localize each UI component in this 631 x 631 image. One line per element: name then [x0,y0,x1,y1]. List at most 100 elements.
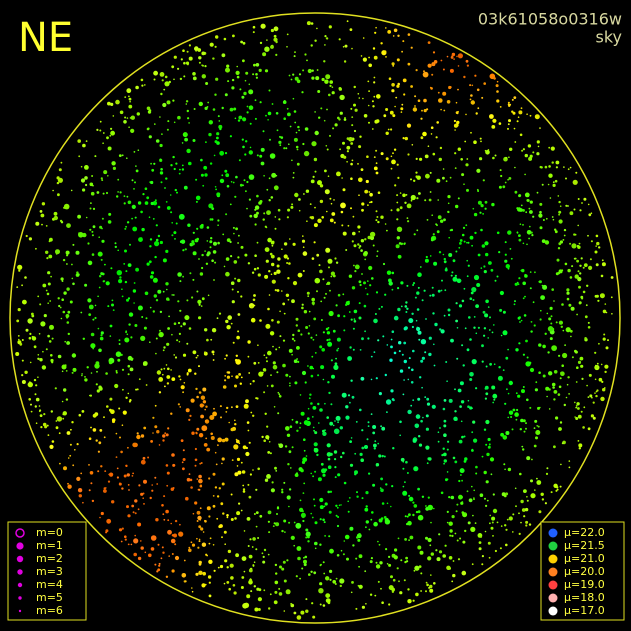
star [364,507,369,512]
star [327,381,330,384]
star [350,379,353,382]
star [358,230,361,233]
star [416,308,420,311]
star [100,331,104,335]
star [571,243,577,249]
star [510,257,513,260]
star [489,316,491,319]
star [402,78,407,83]
star [229,563,234,568]
star [234,419,236,422]
star [250,305,254,309]
star [45,348,48,351]
star [498,185,502,189]
star [65,370,68,372]
star [410,381,414,384]
star [266,474,271,479]
star [365,445,368,448]
star [322,378,325,381]
star [121,368,125,371]
star [355,421,358,423]
star [259,514,263,518]
star [70,189,73,192]
star [208,594,212,598]
star [372,47,376,50]
star [245,140,248,143]
star [308,310,311,313]
star [290,602,293,605]
star [480,140,482,143]
star [65,314,70,318]
star [462,226,466,229]
star [264,69,269,73]
star [471,485,473,488]
star [192,231,195,234]
star [353,129,357,133]
star [469,84,472,87]
star [270,45,274,49]
horizon-circle [9,12,621,624]
star [71,263,73,266]
star [452,560,455,562]
star [310,22,314,25]
star [541,239,546,244]
star [385,399,392,405]
star [537,140,540,144]
star [299,577,301,580]
star [155,224,158,227]
star [247,483,250,486]
star [267,237,272,243]
star [257,467,261,471]
star [77,488,83,493]
star [271,262,275,267]
star [22,299,27,305]
star [194,447,197,451]
star [322,431,327,436]
star [459,279,462,282]
star [596,389,599,392]
star [291,446,294,449]
star [360,249,363,252]
star [390,155,393,158]
star [490,473,493,476]
star [386,270,392,275]
star [592,416,596,420]
star [352,327,355,330]
star [503,463,506,466]
star [403,359,407,364]
star [206,240,209,242]
star [455,111,459,114]
star [217,241,220,245]
star [60,161,63,164]
star [448,521,453,526]
star [43,413,46,416]
star [247,262,251,265]
star [466,188,469,192]
star [107,146,112,151]
star [419,550,424,555]
star [302,235,304,237]
star [454,410,457,413]
star [524,153,528,158]
star [51,361,54,364]
star [194,458,198,462]
star [586,384,588,387]
star [363,281,366,285]
star [301,306,304,310]
star [253,213,258,219]
star [369,284,372,287]
star [63,203,70,210]
star [314,39,317,42]
star [533,444,537,448]
star [529,114,532,117]
star [291,353,293,356]
star [276,371,279,374]
star [361,273,363,275]
star [403,327,407,331]
star [526,243,528,246]
star [71,371,74,374]
star [519,472,522,476]
star [159,240,163,245]
star [78,413,82,417]
star [288,262,291,265]
